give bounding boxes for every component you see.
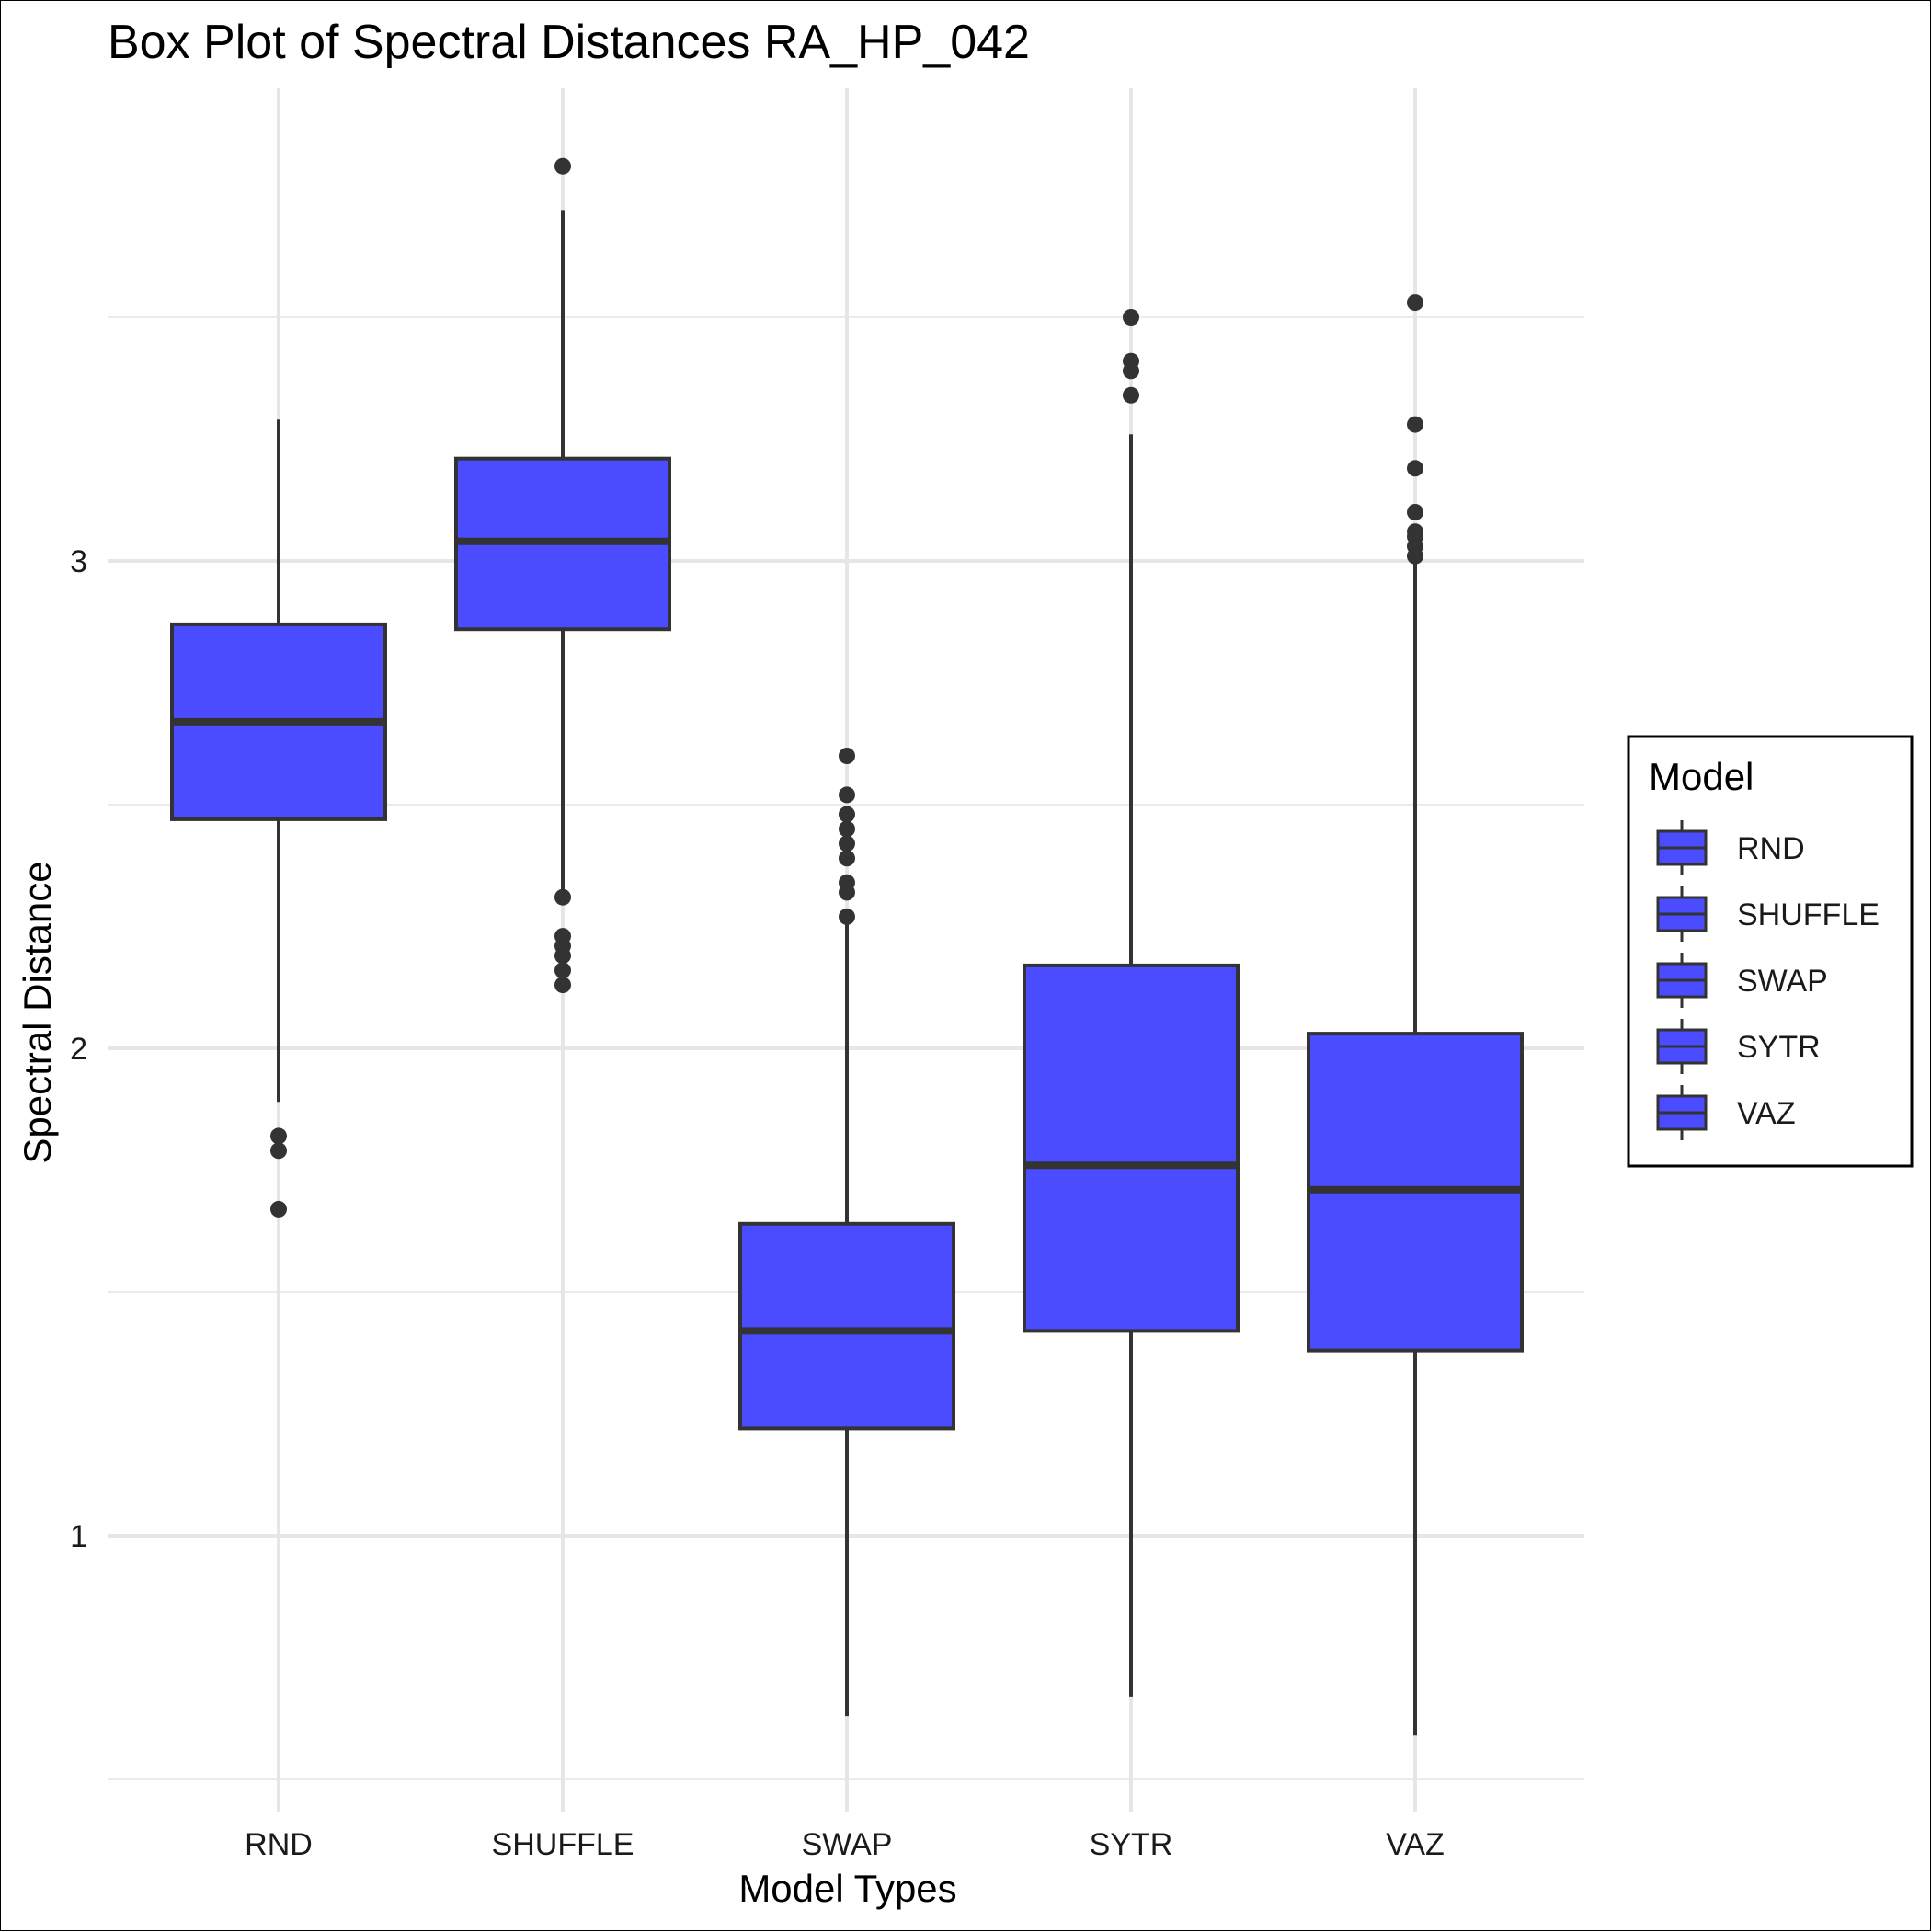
x-tick-label: RND [245, 1827, 313, 1862]
legend-label: SYTR [1737, 1030, 1821, 1065]
outlier-point [839, 820, 855, 838]
chart-title: Box Plot of Spectral Distances RA_HP_042 [108, 16, 1030, 69]
outlier-point [554, 157, 571, 175]
outlier-point [839, 908, 855, 925]
x-tick-label: VAZ [1386, 1827, 1445, 1862]
legend: Model RND SHUFFLE SWAP SYTR VAZ [1627, 735, 1914, 1168]
legend-item-swap: SWAP [1656, 953, 1828, 1008]
y-tick-label: 1 [70, 1519, 87, 1554]
x-tick-label: SHUFFLE [492, 1827, 634, 1862]
box-layer [170, 157, 1524, 1736]
box-shuffle [454, 157, 671, 994]
outlier-point [839, 748, 855, 764]
legend-item-vaz: VAZ [1656, 1085, 1796, 1140]
legend-label: VAZ [1737, 1096, 1796, 1131]
outlier-point [270, 1142, 287, 1160]
box-swap [738, 748, 955, 1717]
x-tick-label: SYTR [1090, 1827, 1173, 1862]
box-vaz [1307, 294, 1524, 1736]
outlier-point [839, 835, 855, 852]
outlier-point [554, 888, 571, 906]
outlier-point [1123, 362, 1139, 380]
outlier-point [1407, 547, 1423, 565]
box-iqr [1023, 963, 1240, 1333]
outlier-point [839, 786, 855, 804]
y-tick-label: 2 [70, 1032, 87, 1067]
legend-frame [1627, 735, 1914, 1168]
outlier-point [1407, 416, 1423, 433]
outlier-point [839, 806, 855, 823]
legend-item-rnd: RND [1656, 820, 1805, 875]
legend-label: RND [1737, 831, 1805, 866]
x-axis-title: Model Types [738, 1867, 956, 1910]
legend-title: Model [1649, 755, 1754, 798]
legend-items: RND SHUFFLE SWAP SYTR VAZ [1656, 820, 1880, 1140]
legend-label: SHUFFLE [1737, 897, 1880, 932]
legend-label: SWAP [1737, 964, 1828, 999]
outlier-point [270, 1200, 287, 1218]
x-tick-label: SWAP [802, 1827, 893, 1862]
outlier-point [1123, 386, 1139, 404]
outlier-point [554, 977, 571, 994]
box-iqr [738, 1221, 955, 1431]
outlier-point [839, 884, 855, 901]
box-rnd [170, 419, 387, 1218]
outlier-point [1407, 294, 1423, 312]
outlier-point [1123, 309, 1139, 326]
outlier-point [554, 962, 571, 979]
legend-item-shuffle: SHUFFLE [1656, 886, 1880, 942]
box-sytr [1023, 309, 1240, 1697]
y-tick-label: 3 [70, 544, 87, 579]
outlier-point [554, 947, 571, 965]
legend-item-sytr: SYTR [1656, 1019, 1821, 1074]
y-axis-title: Spectral Distance [16, 861, 59, 1163]
outlier-point [839, 850, 855, 867]
outlier-point [1407, 460, 1423, 477]
outlier-point [1407, 504, 1423, 520]
tick-layer: 1 2 3 RND SHUFFLE SWAP SYTR VAZ [70, 544, 1445, 1862]
outlier-point [270, 1127, 287, 1145]
